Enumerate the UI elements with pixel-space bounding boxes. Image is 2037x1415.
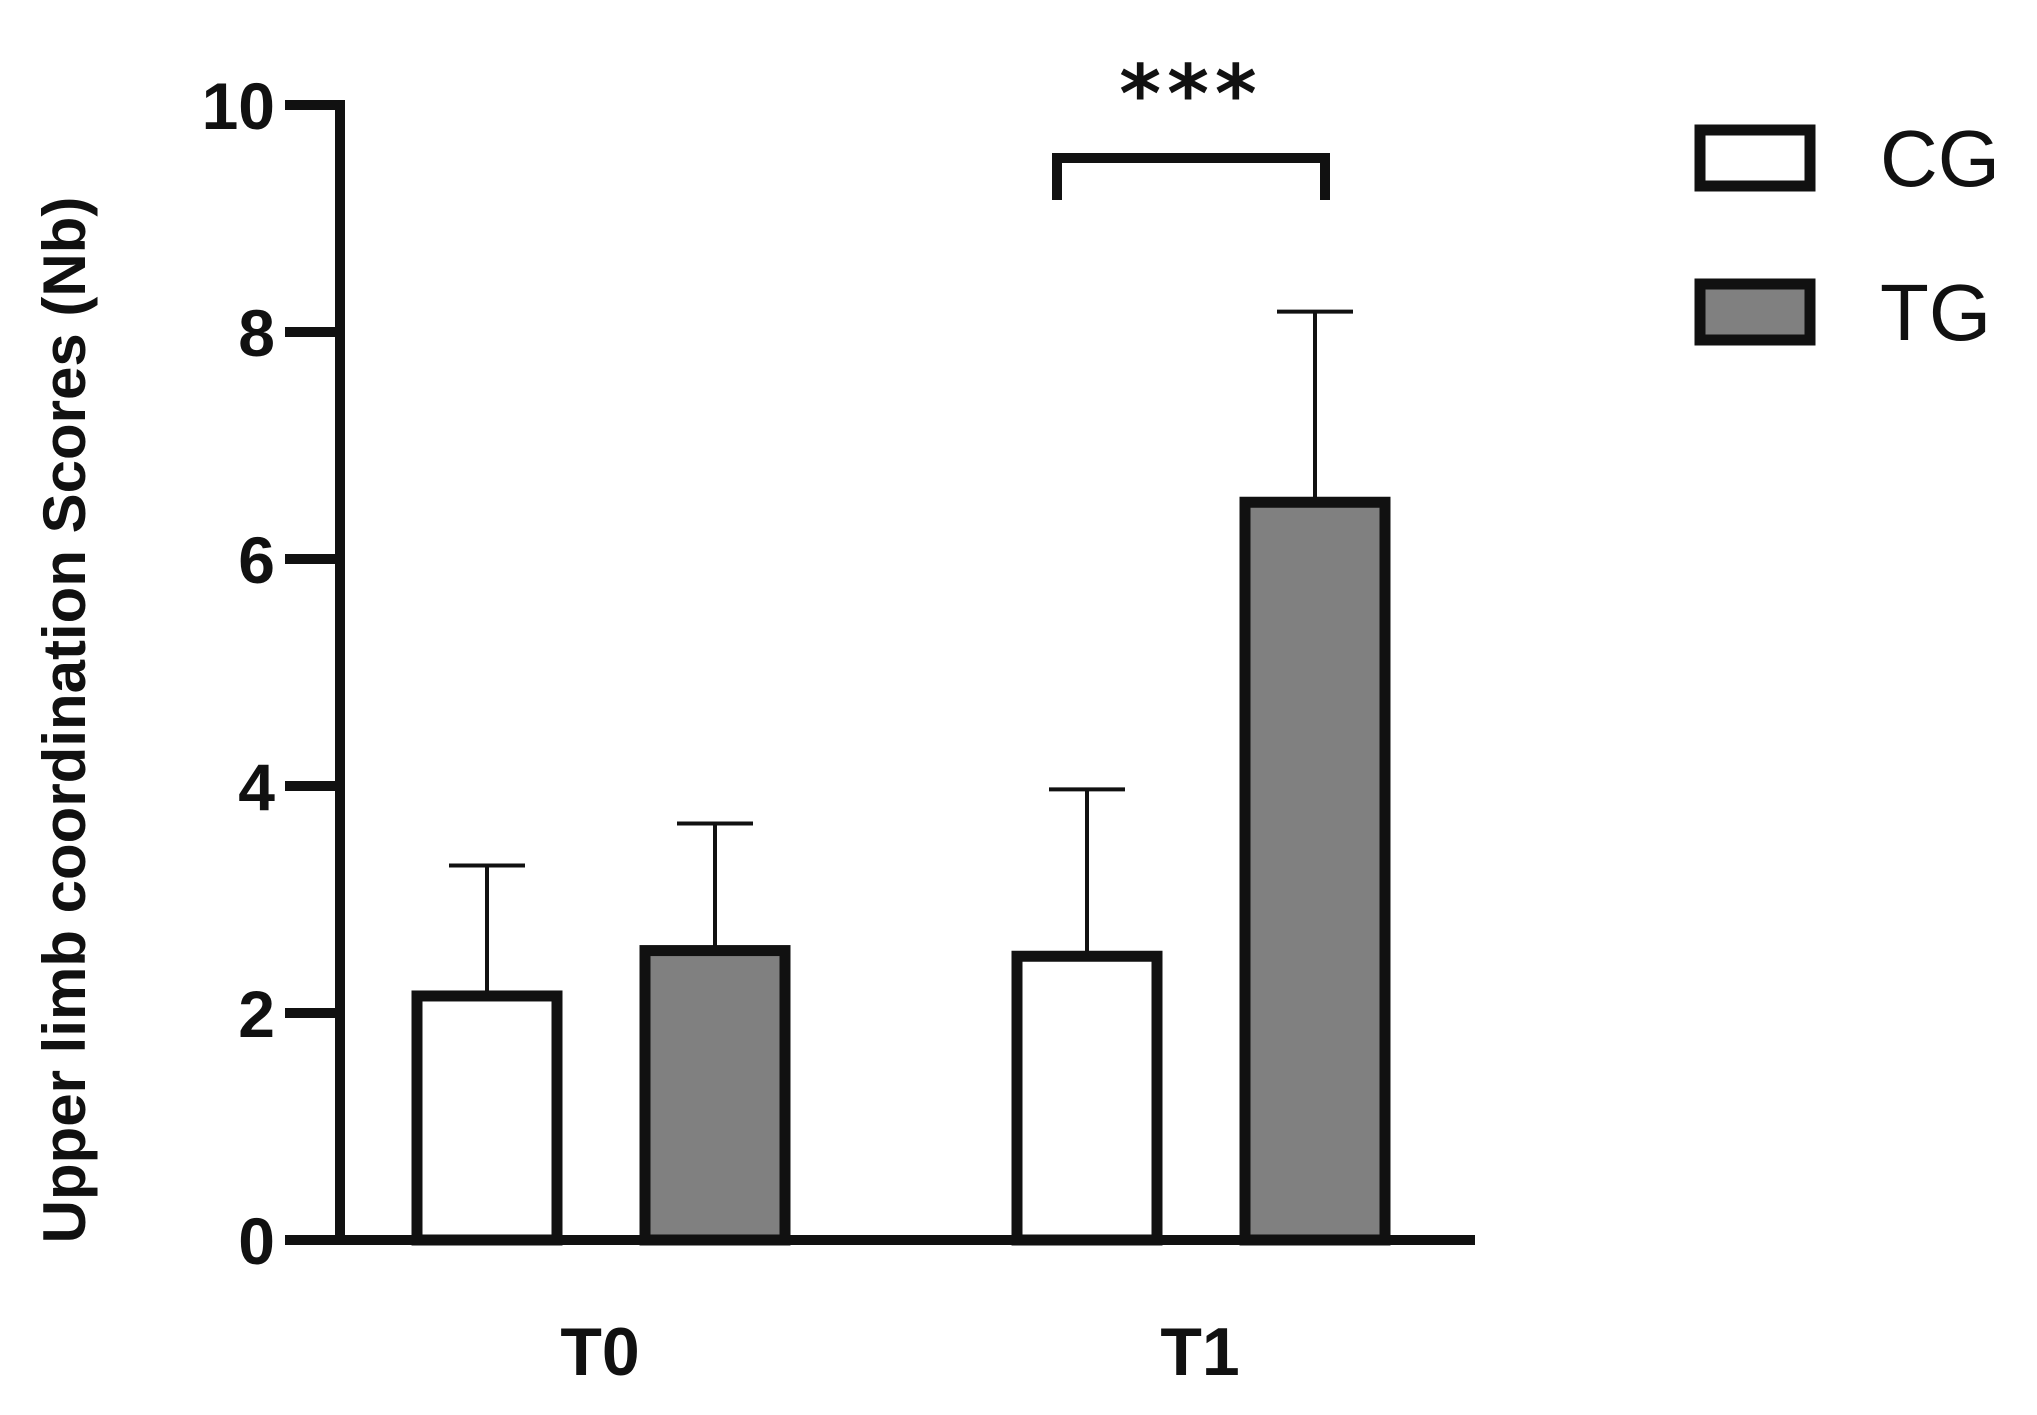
- bar-TG-T0: [639, 945, 791, 1246]
- legend-label-TG: TG: [1880, 268, 1991, 357]
- legend: CG TG: [1694, 114, 2000, 357]
- legend-swatch-TG: [1694, 278, 1816, 346]
- y-tick-label-10: 10: [202, 69, 275, 143]
- y-tick-label-2: 2: [238, 977, 275, 1051]
- significance-label: ***: [1119, 48, 1263, 141]
- plot-area: ***: [411, 48, 1391, 1246]
- y-tick-label-6: 6: [238, 523, 275, 597]
- bar-CG-T0: [411, 990, 563, 1246]
- y-axis-label: Upper limb coordination Scores (Nb): [31, 197, 98, 1244]
- y-tick-label-0: 0: [238, 1204, 275, 1278]
- y-tick-label-4: 4: [238, 750, 275, 824]
- legend-label-CG: CG: [1880, 114, 2000, 203]
- legend-swatch-CG: [1694, 124, 1816, 192]
- x-tick-label-T1: T1: [1160, 1314, 1239, 1390]
- bar-TG-T1: [1239, 496, 1391, 1246]
- significance-bracket: [1052, 153, 1330, 200]
- y-tick-label-8: 8: [238, 296, 275, 370]
- axes: 0 2 4 6 8 10 T0 T1: [202, 69, 1475, 1390]
- bar-CG-T1: [1011, 950, 1163, 1246]
- x-tick-label-T0: T0: [560, 1314, 639, 1390]
